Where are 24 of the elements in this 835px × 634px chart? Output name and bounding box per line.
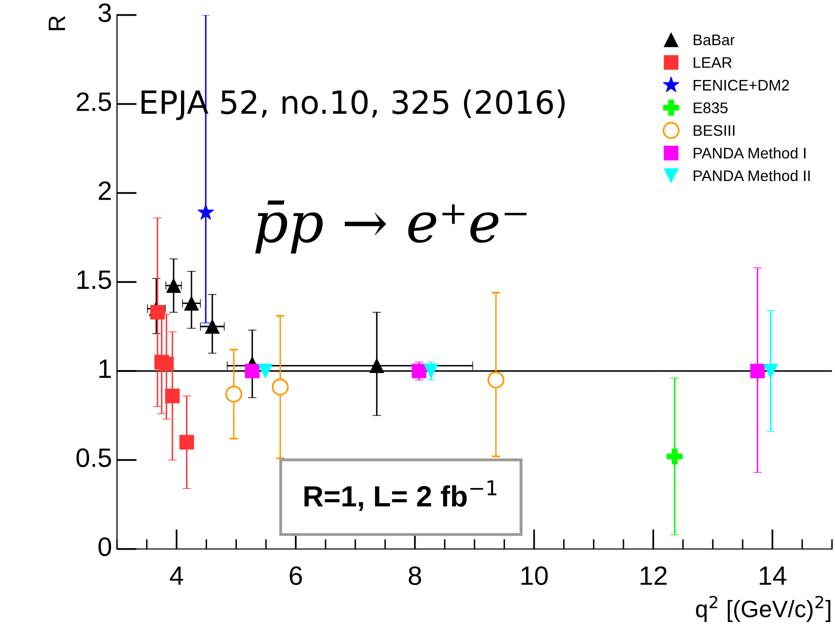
- legend-label: BESIII: [694, 125, 734, 136]
- y-tick-label: 0.5: [76, 448, 112, 468]
- legend-label: PANDA Method II: [694, 170, 810, 182]
- x-tick-label: 10: [521, 566, 548, 586]
- x-tick-label: 12: [640, 566, 667, 585]
- y-tick-label: 3: [98, 3, 111, 22]
- y-tick-label: 2.5: [76, 92, 112, 112]
- x-tick-label: 4: [170, 566, 184, 585]
- x-tick-label: 6: [290, 566, 302, 586]
- y-tick-label: 1.5: [77, 270, 112, 290]
- legend-label: FENICE+DM2: [694, 80, 789, 91]
- y-tick-label: 1: [99, 360, 111, 378]
- y-tick-label: 2: [98, 181, 111, 200]
- legend-label: PANDA Method I: [694, 147, 806, 159]
- annotation: R=1, L= 2 fb$^{−1}$: [304, 480, 496, 511]
- x-axis-title: q$^{2}$ [(GeV/c)$^{2}$]: [696, 596, 830, 622]
- legend-label: LEAR: [694, 57, 732, 68]
- x-tick-label: 14: [760, 566, 786, 585]
- y-tick-label: 0: [98, 537, 112, 556]
- legend-label: BaBar: [694, 34, 735, 46]
- annotation: p̄p → e⁺e⁻: [255, 200, 527, 254]
- y-axis-title: R: [48, 16, 66, 30]
- x-tick-label: 8: [408, 566, 422, 586]
- legend-label: E835: [694, 102, 728, 114]
